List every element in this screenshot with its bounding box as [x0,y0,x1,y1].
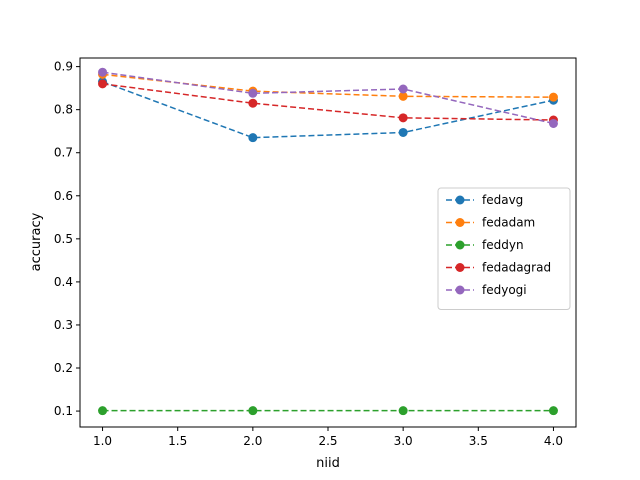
x-tick-label: 2.0 [243,434,262,448]
y-tick-label: 0.1 [54,404,73,418]
legend-item-feddyn: feddyn [446,238,524,252]
data-point-fedadam [398,91,408,101]
data-point-feddyn [398,406,408,416]
data-point-fedadagrad [398,113,408,123]
data-point-feddyn [98,406,108,416]
legend-label: fedavg [482,193,523,207]
y-tick-label: 0.6 [54,189,73,203]
y-tick-label: 0.3 [54,318,73,332]
legend-item-fedadagrad: fedadagrad [446,261,551,275]
x-tick-label: 3.5 [469,434,488,448]
data-point-fedadagrad [248,98,258,108]
legend-box [437,187,571,310]
data-point-feddyn [248,406,258,416]
x-tick-label: 2.5 [318,434,337,448]
y-tick-label: 0.7 [54,146,73,160]
series-line-fedadam [102,73,554,98]
data-point-fedyogi [398,84,408,94]
legend-label: fedadagrad [482,261,551,275]
y-tick-label: 0.5 [54,232,73,246]
series-line-fedadagrad [102,83,554,121]
x-tick-label: 1.5 [168,434,187,448]
legend: fedavg fedadam feddyn fedadagrad fedyogi [437,187,571,310]
legend-marker [455,263,465,272]
data-point-feddyn [548,406,558,416]
axis-ticks: 1.0 1.5 2.0 2.5 3.0 3.5 4.0 0.1 0.2 0.3 0.4 0.5 0.6 0… [54,60,563,448]
legend-item-fedadam: fedadam [446,216,535,230]
data-point-fedyogi [548,118,558,128]
data-point-fedavg [398,127,408,137]
x-axis-label: niid [316,456,340,471]
series-line-fedavg [102,80,554,139]
y-tick-label: 0.8 [54,103,73,117]
legend-item-fedavg: fedavg [446,193,523,207]
data-point-fedadam [548,92,558,102]
legend-marker [455,240,465,250]
legend-marker [455,195,465,205]
y-tick-label: 0.9 [54,60,73,74]
series-feddyn [98,406,558,416]
series-fedavg [98,77,558,143]
x-tick-label: 3.0 [394,434,413,448]
data-point-fedavg [248,133,258,143]
legend-label: fedadam [482,216,535,230]
series-fedadagrad [98,79,558,125]
legend-label: fedyogi [482,283,527,297]
y-tick-label: 0.2 [54,361,73,375]
y-axis-label: accuracy [29,212,44,271]
data-point-fedyogi [98,67,108,77]
legend-marker [455,218,465,227]
x-tick-label: 1.0 [93,434,112,448]
legend-marker [455,285,465,295]
y-tick-label: 0.4 [54,275,73,289]
data-point-fedadagrad [98,79,108,89]
series-line-fedyogi [102,71,554,125]
legend-label: feddyn [482,238,524,252]
series-fedadam [98,69,558,102]
x-tick-label: 4.0 [544,434,563,448]
series-fedyogi [98,67,558,128]
legend-item-fedyogi: fedyogi [446,283,527,297]
plot-marks [98,67,558,416]
data-point-fedyogi [248,88,258,98]
